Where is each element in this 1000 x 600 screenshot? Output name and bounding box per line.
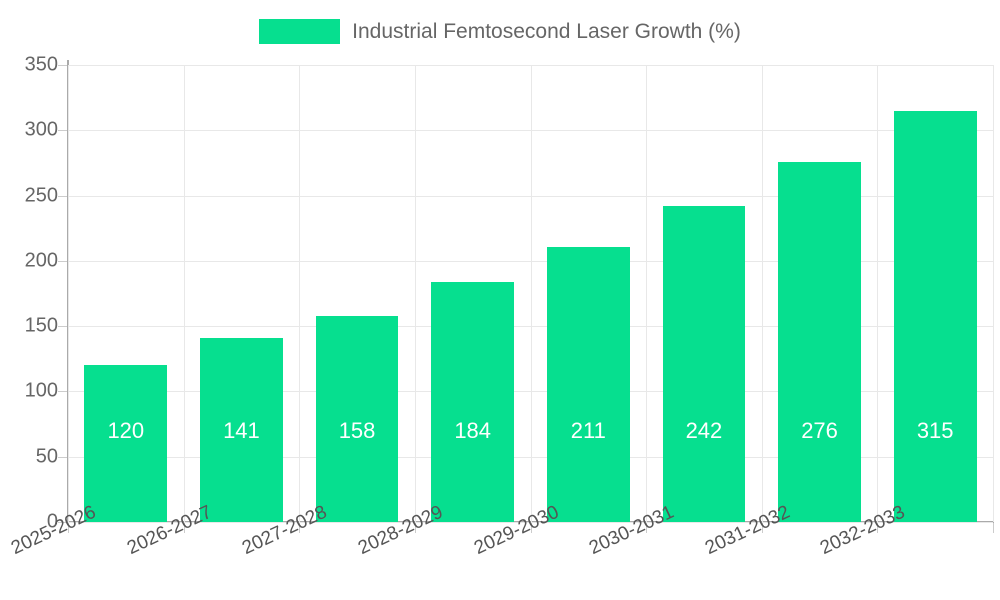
plot-area: 120 141 158 184 211 242 276 315 [68, 65, 994, 523]
chart-legend: Industrial Femtosecond Laser Growth (%) [0, 14, 1000, 48]
x-axis-tick-mark [530, 523, 532, 533]
y-axis-tick-label: 0 [46, 510, 58, 533]
y-axis-tick-label: 200 [24, 249, 58, 272]
bar-2026-2027[interactable]: 141 [200, 337, 283, 522]
x-axis-tick-mark [299, 523, 301, 533]
bar-2029-2030[interactable]: 211 [546, 246, 630, 522]
bar-value-label: 120 [107, 418, 145, 443]
y-axis-tick-label: 350 [24, 53, 58, 76]
bar-value-label: 158 [338, 418, 376, 443]
x-axis-tick-mark [993, 523, 994, 533]
y-axis-tick-label: 300 [24, 118, 58, 141]
gridline-horizontal [68, 522, 993, 523]
bar-2028-2029[interactable]: 184 [431, 281, 515, 522]
y-axis-tick-mark [58, 65, 67, 66]
legend-label-industrial-femtosecond-laser-growth: Industrial Femtosecond Laser Growth (%) [352, 19, 741, 43]
y-axis-tick-label: 100 [24, 379, 58, 402]
x-axis-tick-mark [68, 523, 69, 533]
bar-value-label: 276 [801, 418, 838, 443]
gridline-vertical [877, 65, 879, 522]
gridline-vertical [183, 65, 185, 522]
y-axis-tick-label: 250 [24, 184, 58, 207]
y-axis-tick-label: 50 [35, 445, 58, 468]
gridline-vertical [530, 65, 532, 522]
legend-swatch-industrial-femtosecond-laser-growth [259, 18, 341, 44]
x-axis-tick-mark [183, 523, 185, 533]
y-axis-tick-mark [58, 391, 67, 393]
gridline-vertical [993, 65, 994, 522]
gridline-vertical [414, 65, 416, 522]
y-axis-tick-mark [58, 456, 67, 458]
bar-2031-2032[interactable]: 276 [778, 161, 861, 522]
x-axis-tick-mark [646, 523, 648, 533]
y-axis-tick-mark [58, 130, 67, 132]
gridline-vertical [646, 65, 648, 522]
y-axis-tick-label: 150 [24, 314, 58, 337]
y-axis-tick-group: 0 50 100 150 200 250 300 350 [0, 0, 67, 600]
bar-2032-2033[interactable]: 315 [893, 110, 977, 522]
y-axis-tick-mark [58, 195, 67, 197]
bar-value-label: 211 [570, 418, 606, 443]
y-axis-tick-mark [58, 522, 67, 523]
y-axis-tick-mark [58, 326, 67, 328]
bar-value-label: 184 [454, 418, 492, 443]
x-axis-tick-mark [414, 523, 416, 533]
gridline-vertical [299, 65, 301, 522]
bar-value-label: 242 [685, 418, 723, 443]
gridline-vertical [68, 65, 69, 522]
y-axis-tick-mark [58, 260, 67, 262]
bar-value-label: 141 [223, 418, 260, 443]
x-axis-tick-mark [761, 523, 763, 533]
bar-2030-2031[interactable]: 242 [662, 206, 746, 522]
bar-value-label: 315 [916, 418, 954, 443]
bar-2027-2028[interactable]: 158 [315, 315, 399, 522]
bar-2025-2026[interactable]: 120 [84, 365, 168, 522]
x-axis-tick-mark [877, 523, 879, 533]
gridline-vertical [761, 65, 763, 522]
